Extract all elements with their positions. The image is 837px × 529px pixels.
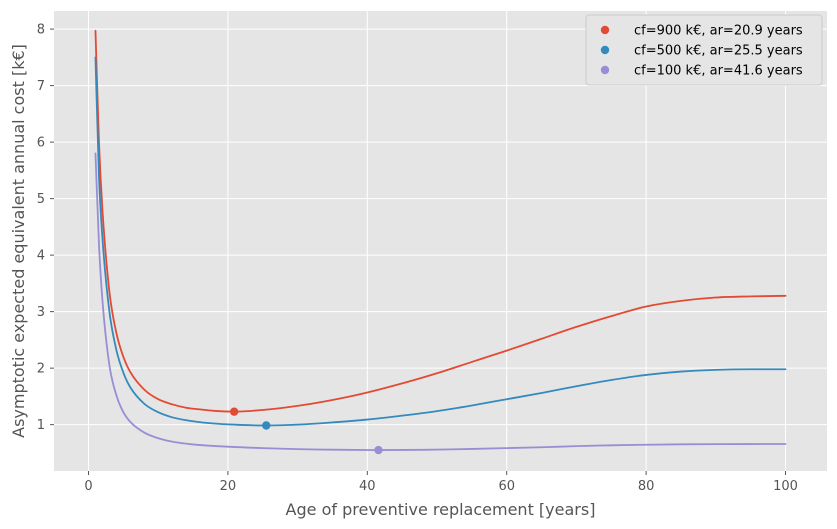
series-line-1 [94, 29, 787, 413]
y-tick-label: 3 [37, 305, 45, 320]
x-tick-label: 60 [498, 479, 515, 494]
grid [54, 11, 827, 471]
legend-marker-3 [600, 65, 610, 75]
y-tick-label: 1 [37, 418, 45, 433]
x-axis-label: Age of preventive replacement [years] [286, 500, 596, 519]
legend-marker-2 [600, 45, 610, 55]
y-tick-label: 5 [37, 192, 45, 207]
legend-marker-1 [600, 25, 610, 35]
series-lines [94, 29, 787, 451]
x-ticks: 0 20 40 60 80 100 [84, 471, 798, 494]
optimum-point-2 [262, 421, 271, 430]
optimum-points [229, 407, 383, 455]
y-tick-label: 8 [37, 23, 45, 38]
series-line-3 [94, 152, 787, 451]
y-tick-label: 4 [37, 249, 45, 264]
legend-label-1: cf=900 k€, ar=20.9 years [634, 24, 803, 39]
y-axis-label: Asymptotic expected equivalent annual co… [9, 44, 28, 438]
legend-label-3: cf=100 k€, ar=41.6 years [634, 64, 803, 79]
x-tick-label: 100 [773, 479, 798, 494]
y-tick-label: 6 [37, 136, 45, 151]
x-tick-label: 20 [220, 479, 237, 494]
x-tick-label: 80 [638, 479, 655, 494]
series-line-2 [94, 56, 787, 427]
y-tick-label: 7 [37, 79, 45, 94]
legend: cf=900 k€, ar=20.9 years cf=500 k€, ar=25… [585, 14, 823, 86]
plot-background [54, 11, 827, 471]
legend-label-2: cf=500 k€, ar=25.5 years [634, 44, 803, 59]
x-tick-label: 0 [84, 479, 92, 494]
x-tick-label: 40 [359, 479, 376, 494]
optimum-point-3 [374, 445, 383, 455]
optimum-point-1 [229, 407, 239, 416]
y-ticks: 1 2 3 4 5 6 7 8 [37, 23, 54, 433]
legend-box [585, 14, 823, 86]
y-tick-label: 2 [37, 362, 45, 377]
